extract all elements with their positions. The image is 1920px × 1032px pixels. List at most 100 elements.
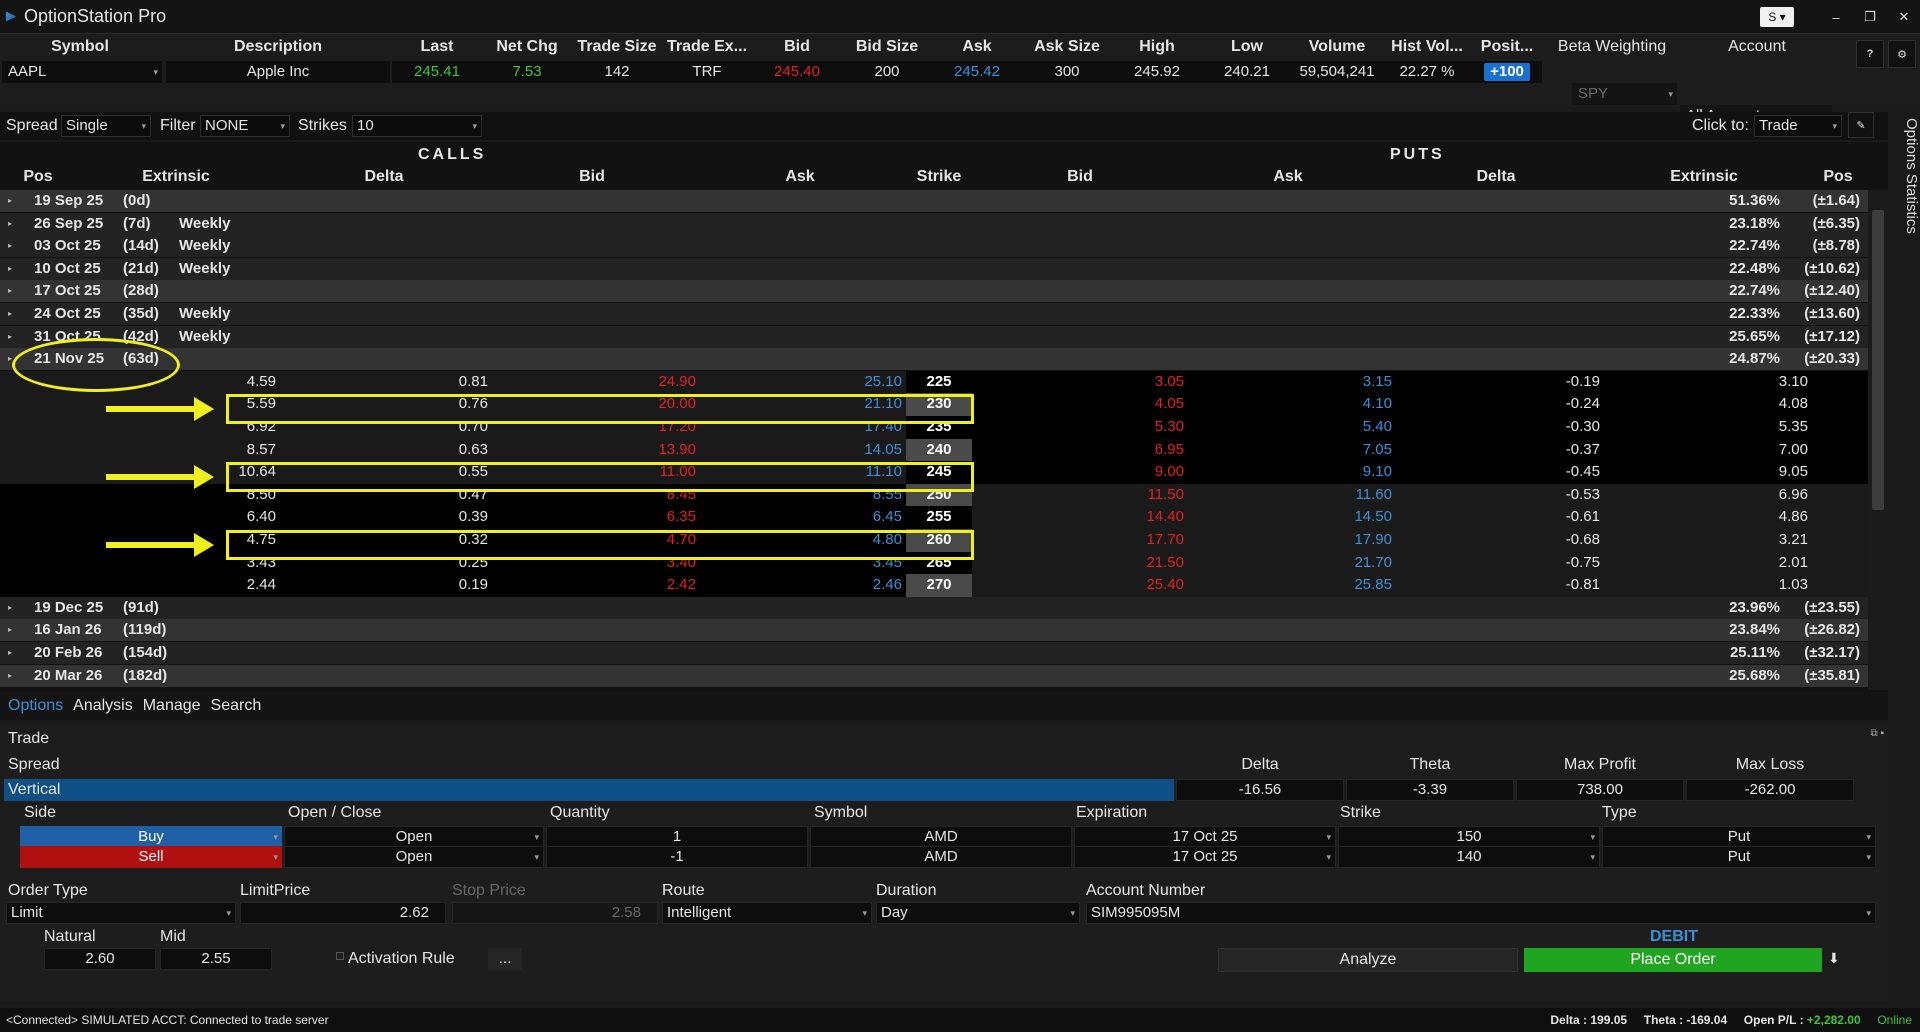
call-ask[interactable]: 25.10 (864, 372, 902, 390)
put-ask[interactable]: 21.70 (1354, 553, 1392, 571)
strikes-select[interactable]: 10 (352, 115, 482, 137)
leg-strike[interactable]: 150 (1338, 826, 1600, 848)
leg-symbol[interactable]: AMD (810, 846, 1072, 868)
analyze-button[interactable]: Analyze (1218, 948, 1518, 972)
leg-open-close[interactable]: Open (284, 826, 544, 848)
expiration-row[interactable]: ▸ 17 Oct 25 (28d) 22.74% (±12.40) (0, 280, 1868, 303)
tab-manage[interactable]: Manage (142, 697, 201, 714)
minimize-icon[interactable]: ‒ (1832, 9, 1840, 25)
call-ask[interactable]: 6.45 (872, 508, 902, 526)
call-bid[interactable]: 2.42 (666, 576, 696, 594)
leg-side-sell[interactable]: Sell (20, 846, 282, 868)
expiration-row[interactable]: ▸ 03 Oct 25 (14d) Weekly 22.74% (±8.78) (0, 235, 1868, 258)
expand-arrow-icon[interactable]: ▸ (8, 354, 13, 364)
expand-arrow-icon[interactable]: ▸ (8, 602, 13, 612)
call-bid[interactable]: 6.35 (666, 508, 696, 526)
options-statistics-tab[interactable]: Options Statistics (1903, 118, 1920, 234)
beta-weighting-select[interactable]: SPY (1572, 83, 1677, 105)
leg-strike[interactable]: 140 (1338, 846, 1600, 868)
call-bid[interactable]: 20.00 (658, 395, 696, 413)
put-bid[interactable]: 11.50 (1147, 485, 1184, 503)
put-bid[interactable]: 14.40 (1146, 508, 1184, 526)
activation-rule-button[interactable]: ... (488, 948, 522, 970)
put-ask[interactable]: 11.60 (1355, 485, 1392, 503)
put-ask[interactable]: 14.50 (1354, 508, 1392, 526)
strike-row[interactable]: 2.44 0.19 2.42 2.46 270 25.40 25.85 -0.81 1.03 (0, 574, 1868, 597)
expiration-row[interactable]: ▸ 24 Oct 25 (35d) Weekly 22.33% (±13.60) (0, 303, 1868, 325)
tab-search[interactable]: Search (210, 697, 262, 714)
strike-row[interactable]: 6.40 0.39 6.35 6.45 255 14.40 14.50 -0.61 4.86 (0, 506, 1868, 529)
put-ask[interactable]: 4.10 (1362, 395, 1392, 413)
expand-arrow-icon[interactable]: ▸ (8, 309, 13, 318)
leg-side-buy[interactable]: Buy (20, 826, 282, 848)
tab-options[interactable]: Options (8, 697, 64, 714)
route-select[interactable]: Intelligent (662, 902, 872, 924)
filter-select[interactable]: NONE (200, 115, 290, 137)
expiration-row[interactable]: ▸ 20 Feb 26 (154d) 25.11% (±32.17) (0, 642, 1868, 664)
chain-scrollbar[interactable] (1868, 190, 1888, 690)
put-ask[interactable]: 25.85 (1354, 576, 1392, 594)
expiration-row[interactable]: ▸ 20 Mar 26 (182d) 25.68% (±35.81) (0, 664, 1868, 687)
put-bid[interactable]: 17.70 (1146, 531, 1184, 548)
expiration-row[interactable]: ▸ 10 Oct 25 (21d) Weekly 22.48% (±10.62) (0, 257, 1868, 280)
place-order-options-icon[interactable]: ⬇ (1828, 950, 1840, 966)
put-ask[interactable]: 7.05 (1362, 440, 1392, 458)
call-ask[interactable]: 21.10 (864, 395, 902, 413)
s-dropdown[interactable]: S ▾ (1760, 7, 1794, 27)
help-button[interactable]: ? (1856, 40, 1884, 68)
leg-quantity[interactable]: 1 (546, 826, 808, 848)
expand-arrow-icon[interactable]: ▸ (8, 625, 13, 635)
leg-symbol[interactable]: AMD (810, 826, 1072, 848)
tab-analysis[interactable]: Analysis (73, 697, 133, 714)
restore-icon[interactable]: ❐ (1864, 9, 1876, 24)
scrollbar-thumb[interactable] (1872, 210, 1884, 510)
put-bid[interactable]: 21.50 (1146, 553, 1184, 571)
place-order-button[interactable]: Place Order (1524, 948, 1822, 972)
expand-arrow-icon[interactable]: ▸ (8, 218, 13, 228)
expand-arrow-icon[interactable]: ▸ (8, 196, 13, 205)
leg-type[interactable]: Put (1602, 826, 1876, 848)
call-bid[interactable]: 4.70 (666, 531, 696, 548)
call-bid[interactable]: 11.00 (659, 463, 696, 481)
call-bid[interactable]: 13.90 (658, 440, 696, 458)
expand-arrow-icon[interactable]: ▸ (8, 286, 13, 296)
call-ask[interactable]: 2.46 (872, 576, 902, 594)
strike-row[interactable]: 4.59 0.81 24.90 25.10 225 3.05 3.15 -0.19 3.10 (0, 370, 1868, 394)
expiration-row[interactable]: ▸ 19 Sep 25 (0d) 51.36% (±1.64) (0, 190, 1868, 212)
put-ask[interactable]: 3.15 (1362, 372, 1392, 390)
limit-price-input[interactable]: 2.62 (240, 902, 446, 924)
leg-type[interactable]: Put (1602, 846, 1876, 868)
put-bid[interactable]: 5.30 (1154, 418, 1184, 435)
natural-value[interactable]: 2.60 (44, 948, 156, 970)
leg-quantity[interactable]: -1 (546, 846, 808, 868)
put-ask[interactable]: 17.90 (1354, 531, 1392, 548)
panel-controls-icon[interactable]: ⧉ ▪ (1870, 728, 1884, 739)
put-ask[interactable]: 5.40 (1362, 418, 1392, 435)
expiration-row[interactable]: ▸ 21 Nov 25 (63d) 24.87% (±20.33) (0, 348, 1868, 371)
symbol-input[interactable]: AAPL (2, 61, 162, 83)
put-bid[interactable]: 4.05 (1154, 395, 1184, 413)
expiration-row[interactable]: ▸ 26 Sep 25 (7d) Weekly 23.18% (±6.35) (0, 212, 1868, 235)
activation-rule-checkbox[interactable] (336, 952, 344, 960)
close-icon[interactable]: ✕ (1898, 9, 1910, 24)
spread-type-select[interactable]: Vertical (4, 779, 1174, 801)
expand-arrow-icon[interactable]: ▸ (8, 648, 13, 657)
click-to-select[interactable]: Trade (1754, 115, 1842, 137)
account-number-select[interactable]: SIM995095M (1086, 902, 1876, 924)
expiration-row[interactable]: ▸ 19 Dec 25 (91d) 23.96% (±23.55) (0, 596, 1868, 619)
mid-value[interactable]: 2.55 (160, 948, 272, 970)
order-type-select[interactable]: Limit (6, 902, 236, 924)
expand-arrow-icon[interactable]: ▸ (8, 241, 13, 251)
put-bid[interactable]: 9.00 (1154, 463, 1184, 481)
expand-arrow-icon[interactable]: ▸ (8, 331, 13, 341)
expiration-row[interactable]: ▸ 31 Oct 25 (42d) Weekly 25.65% (±17.12) (0, 325, 1868, 348)
put-ask[interactable]: 9.10 (1362, 463, 1392, 481)
call-ask[interactable]: 4.80 (872, 531, 902, 548)
pin-icon[interactable]: ✎ (1848, 112, 1874, 138)
leg-expiration[interactable]: 17 Oct 25 (1074, 826, 1336, 848)
spread-select[interactable]: Single (61, 115, 151, 137)
stop-price-input[interactable]: 2.58 (452, 902, 658, 924)
strike-row[interactable]: 8.57 0.63 13.90 14.05 240 6.95 7.05 -0.37 7.00 (0, 438, 1868, 462)
expiration-row[interactable]: ▸ 16 Jan 26 (119d) 23.84% (±26.82) (0, 619, 1868, 642)
call-bid[interactable]: 24.90 (658, 372, 696, 390)
